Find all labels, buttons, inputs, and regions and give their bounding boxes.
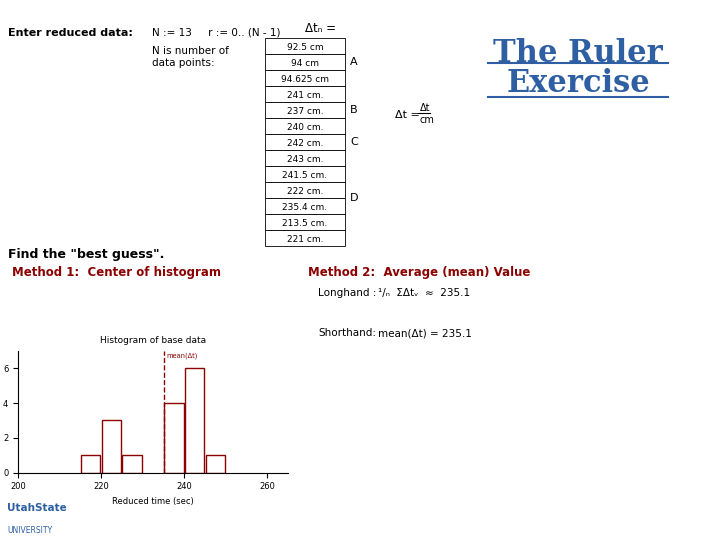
Bar — [265, 118, 345, 134]
Text: N := 13     r := 0.. (N - 1): N := 13 r := 0.. (N - 1) — [152, 28, 281, 38]
Bar — [265, 230, 345, 246]
Text: cm: cm — [419, 115, 434, 125]
Bar — [185, 368, 204, 472]
Bar — [265, 38, 345, 54]
Text: D: D — [350, 193, 359, 203]
Text: mean(Δt) = 235.1: mean(Δt) = 235.1 — [378, 328, 472, 339]
Text: B: B — [350, 105, 358, 115]
Bar — [265, 150, 345, 166]
Text: 242 cm.: 242 cm. — [287, 139, 323, 147]
Text: 222 cm.: 222 cm. — [287, 187, 323, 195]
Bar — [265, 198, 345, 214]
Text: Shorthand:: Shorthand: — [318, 328, 376, 339]
Bar — [265, 214, 345, 230]
Text: UNIVERSITY: UNIVERSITY — [7, 525, 53, 535]
Bar — [265, 86, 345, 102]
Text: DEFINING ERRORS: DEFINING ERRORS — [296, 507, 424, 520]
Text: Exercise: Exercise — [506, 68, 650, 99]
Text: mean(Δt): mean(Δt) — [166, 353, 197, 360]
Bar — [205, 455, 225, 472]
Text: 94.625 cm: 94.625 cm — [281, 75, 329, 84]
Text: 240 cm.: 240 cm. — [287, 123, 323, 132]
Text: Longhand :: Longhand : — [318, 288, 377, 299]
Text: 241.5 cm.: 241.5 cm. — [282, 171, 328, 180]
Text: 237 cm.: 237 cm. — [287, 106, 323, 116]
Bar — [265, 102, 345, 118]
Text: Enter reduced data:: Enter reduced data: — [8, 28, 133, 38]
Text: 243 cm.: 243 cm. — [287, 154, 323, 164]
Bar — [81, 455, 101, 472]
Text: 241 cm.: 241 cm. — [287, 91, 323, 99]
Bar — [265, 54, 345, 70]
Bar — [0, 489, 130, 540]
Text: Intermediate 3870
Fall 2019: Intermediate 3870 Fall 2019 — [144, 503, 215, 523]
Text: 92.5 cm: 92.5 cm — [287, 43, 323, 51]
Bar — [265, 134, 345, 150]
Text: Δt =: Δt = — [395, 110, 420, 120]
Text: Δt: Δt — [420, 103, 431, 113]
Bar — [265, 166, 345, 182]
Text: 235.4 cm.: 235.4 cm. — [282, 202, 328, 212]
Text: Δtₙ =: Δtₙ = — [305, 22, 336, 35]
Bar — [265, 182, 345, 198]
Bar — [164, 403, 184, 472]
Text: Find the "best guess".: Find the "best guess". — [8, 248, 164, 261]
Text: UtahState: UtahState — [7, 503, 67, 513]
Text: Lecture  2  Slide  63: Lecture 2 Slide 63 — [576, 508, 688, 518]
X-axis label: Reduced time (sec): Reduced time (sec) — [112, 497, 194, 506]
Text: ¹/ₙ  ΣΔtᵥ  ≈  235.1: ¹/ₙ ΣΔtᵥ ≈ 235.1 — [378, 288, 470, 299]
Text: The Ruler: The Ruler — [493, 38, 663, 69]
Text: Method 2:  Average (mean) Value: Method 2: Average (mean) Value — [308, 266, 531, 279]
Text: 221 cm.: 221 cm. — [287, 235, 323, 244]
Text: N is number of
data points:: N is number of data points: — [152, 46, 229, 68]
Bar — [102, 421, 121, 472]
Bar — [265, 70, 345, 86]
Text: A: A — [350, 57, 358, 67]
Bar — [122, 455, 142, 472]
Title: Histogram of base data: Histogram of base data — [100, 336, 206, 345]
Text: 94 cm: 94 cm — [291, 58, 319, 68]
Text: 213.5 cm.: 213.5 cm. — [282, 219, 328, 228]
Text: C: C — [350, 137, 358, 147]
Text: Method 1:  Center of histogram: Method 1: Center of histogram — [12, 266, 221, 279]
